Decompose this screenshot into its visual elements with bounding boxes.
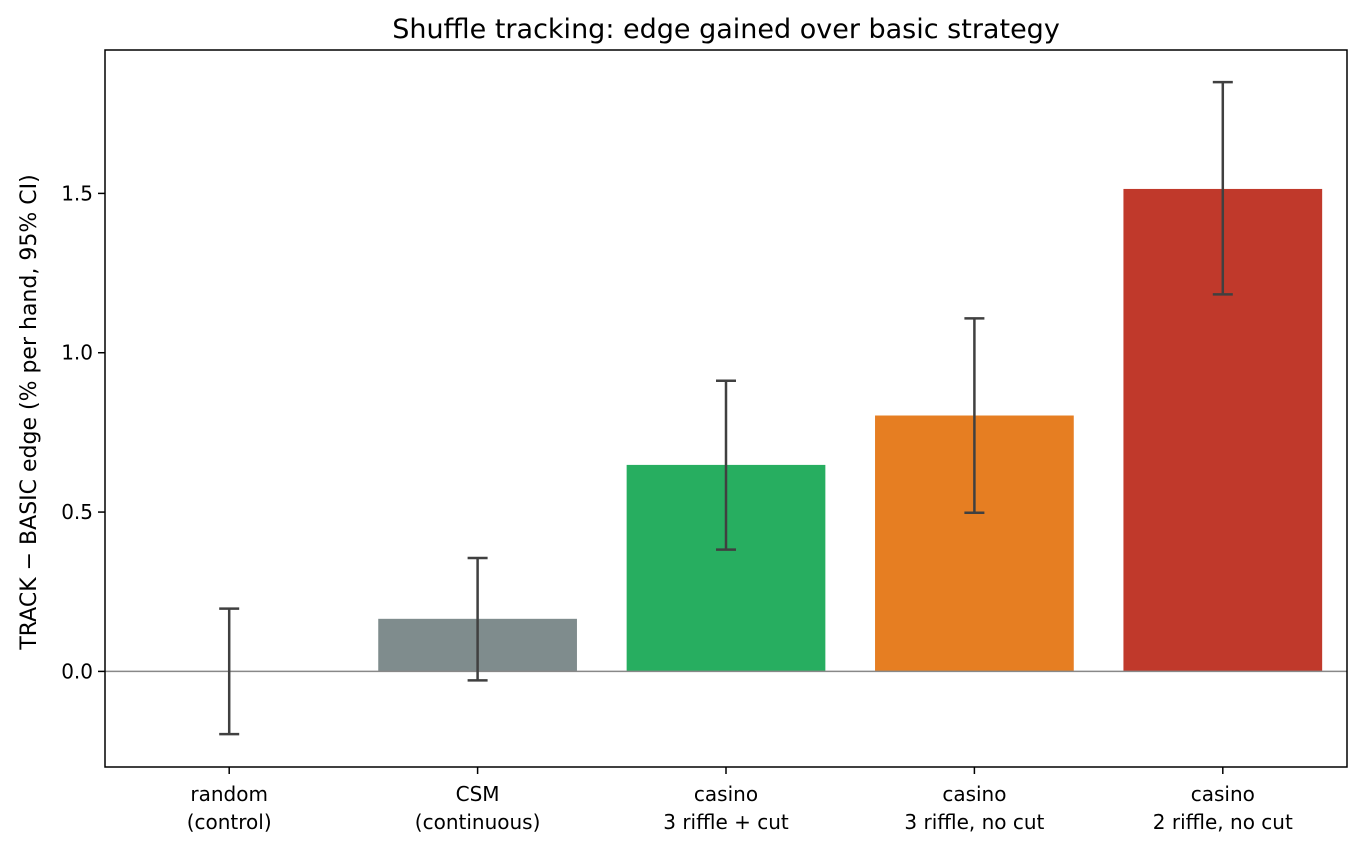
- chart-title: Shuffle tracking: edge gained over basic…: [392, 14, 1060, 45]
- x-tick-label: CSM: [456, 782, 500, 806]
- x-tick-label: 3 riffle, no cut: [904, 810, 1044, 834]
- x-tick-label: casino: [694, 782, 758, 806]
- y-tick-label: 0.5: [61, 500, 93, 524]
- plot-area: 0.0 0.5 1.0 1.5 random (control) CSM (continuou…: [61, 49, 1348, 834]
- y-tick-label: 1.5: [61, 181, 93, 205]
- y-axis-label: TRACK − BASIC edge (% per hand, 95% CI): [17, 174, 42, 650]
- x-tick-label: 2 riffle, no cut: [1153, 810, 1293, 834]
- x-tick-label: random: [190, 782, 268, 806]
- x-tick-label: casino: [1191, 782, 1255, 806]
- x-tick-label: casino: [942, 782, 1006, 806]
- x-tick-label: 3 riffle + cut: [663, 810, 789, 834]
- y-tick-label: 1.0: [61, 341, 93, 365]
- x-tick-label: (control): [187, 810, 272, 834]
- y-tick-label: 0.0: [61, 659, 93, 683]
- x-tick-label: (continuous): [415, 810, 541, 834]
